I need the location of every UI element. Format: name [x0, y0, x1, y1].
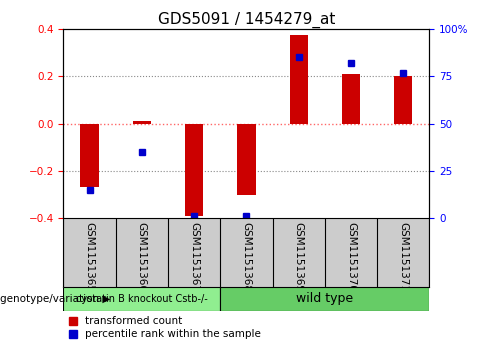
Bar	[342, 74, 360, 124]
Title: GDS5091 / 1454279_at: GDS5091 / 1454279_at	[158, 12, 335, 28]
Text: GSM1151369: GSM1151369	[294, 222, 304, 291]
Bar	[133, 121, 151, 124]
Text: GSM1151365: GSM1151365	[84, 222, 95, 291]
Text: GSM1151366: GSM1151366	[137, 222, 147, 291]
Text: cystatin B knockout Cstb-/-: cystatin B knockout Cstb-/-	[76, 294, 208, 304]
Bar	[289, 35, 308, 124]
Bar	[81, 124, 99, 187]
Bar	[394, 76, 412, 124]
Text: GSM1151368: GSM1151368	[242, 222, 251, 291]
Bar	[185, 124, 203, 216]
Text: GSM1151370: GSM1151370	[346, 222, 356, 291]
Bar	[237, 124, 256, 195]
Text: genotype/variation ▶: genotype/variation ▶	[0, 294, 110, 304]
Legend: transformed count, percentile rank within the sample: transformed count, percentile rank withi…	[69, 316, 261, 339]
Bar	[220, 287, 429, 311]
Bar	[63, 287, 220, 311]
Text: wild type: wild type	[296, 293, 353, 306]
Text: GSM1151371: GSM1151371	[398, 222, 408, 291]
Text: GSM1151367: GSM1151367	[189, 222, 199, 291]
